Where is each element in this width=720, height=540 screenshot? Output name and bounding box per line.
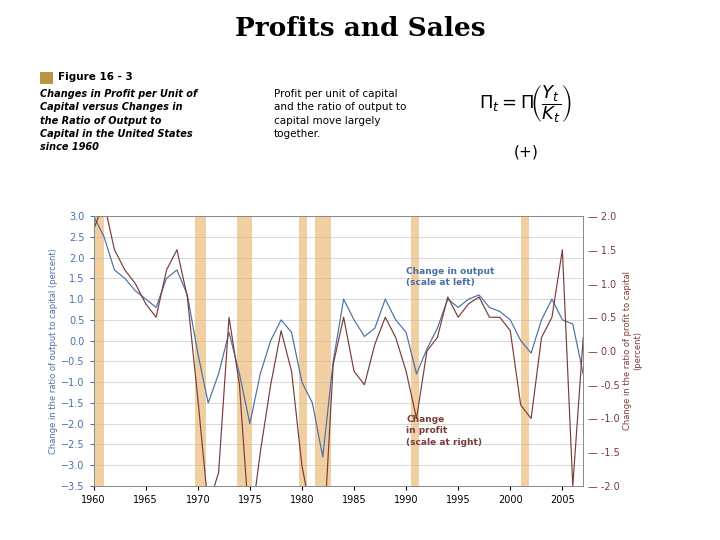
Bar [237, 216, 253, 486]
Text: Figure 16 - 3: Figure 16 - 3 [58, 72, 132, 82]
Text: Changes in Profit per Unit of
Capital versus Changes in
the Ratio of Output to
C: Changes in Profit per Unit of Capital ve… [40, 89, 197, 152]
Text: Profits and Sales: Profits and Sales [235, 16, 485, 41]
Bar [94, 216, 104, 486]
Bar [300, 216, 307, 486]
Text: $( + )$: $( + )$ [513, 143, 539, 161]
Bar [411, 216, 419, 486]
Bar [315, 216, 330, 486]
Y-axis label: Change in the ratio of profit to capital
(percent): Change in the ratio of profit to capital… [623, 272, 642, 430]
Bar [195, 216, 206, 486]
Text: $\Pi_t = \Pi\!\left(\dfrac{Y_t}{K_t}\right)$: $\Pi_t = \Pi\!\left(\dfrac{Y_t}{K_t}\rig… [480, 84, 572, 125]
Text: Change
in profit
(scale at right): Change in profit (scale at right) [406, 415, 482, 447]
Text: Profit per unit of capital
and the ratio of output to
capital move largely
toget: Profit per unit of capital and the ratio… [274, 89, 406, 139]
Text: Change in output
(scale at left): Change in output (scale at left) [406, 267, 495, 287]
Y-axis label: Change in the ratio of output to capital (percent): Change in the ratio of output to capital… [49, 248, 58, 454]
Bar [521, 216, 528, 486]
